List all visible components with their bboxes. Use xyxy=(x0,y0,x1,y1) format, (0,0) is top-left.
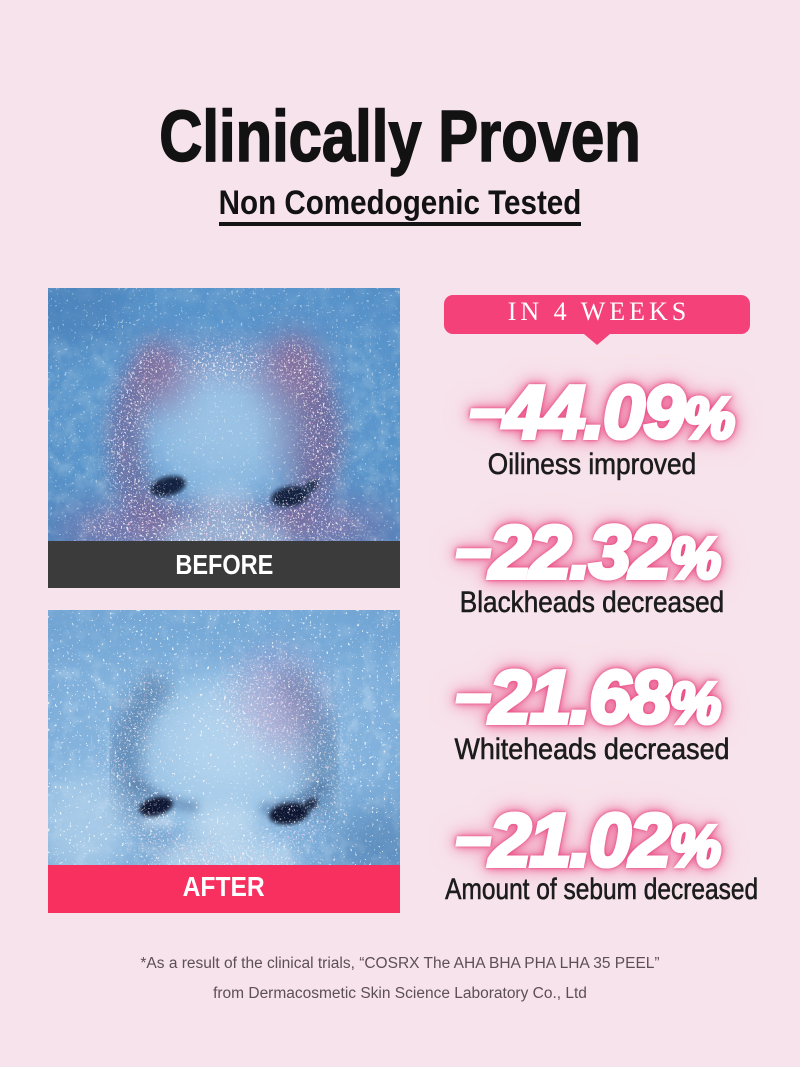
svg-text:–44.09%: –44.09% xyxy=(470,370,733,454)
svg-text:–21.68%: –21.68% xyxy=(456,655,719,739)
svg-text:–21.02%: –21.02% xyxy=(456,798,719,882)
svg-text:–22.32%: –22.32% xyxy=(456,510,719,594)
